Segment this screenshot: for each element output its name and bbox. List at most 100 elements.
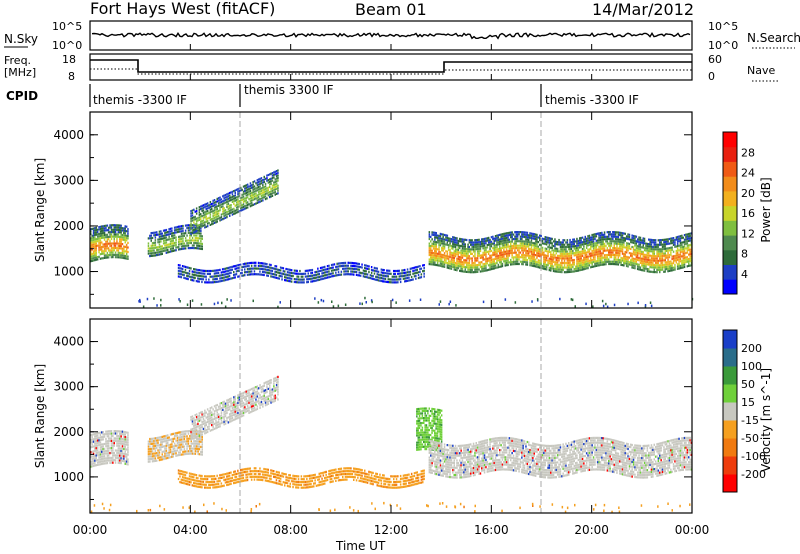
echo-cell — [91, 243, 93, 246]
echo-cell — [119, 256, 121, 259]
echo-cell — [105, 433, 107, 436]
echo-cell — [464, 266, 466, 269]
echo-cell — [650, 257, 653, 260]
echo-cell — [608, 251, 610, 254]
echo-cell — [667, 263, 669, 266]
echo-cell — [482, 263, 484, 266]
echo-cell — [594, 244, 596, 247]
echo-cell — [610, 235, 613, 238]
echo-cell — [536, 247, 538, 250]
echo-cell — [504, 234, 506, 237]
echo-cell — [550, 255, 552, 258]
echo-cell — [452, 240, 454, 243]
echo-cell — [529, 236, 531, 239]
echo-cell — [165, 447, 168, 450]
echo-cell — [570, 257, 573, 260]
echo-cell — [99, 451, 102, 454]
echo-cell — [241, 271, 243, 274]
echo-cell — [120, 452, 122, 455]
echo-cell — [149, 437, 151, 441]
echo-cell — [585, 246, 588, 249]
echo-cell — [674, 268, 676, 271]
echo-cell — [689, 260, 691, 263]
echo-cell — [92, 462, 95, 465]
echo-cell — [124, 254, 126, 258]
echo-cell — [472, 255, 475, 258]
echo-cell — [465, 264, 468, 267]
echo-cell — [617, 247, 620, 250]
echo-cell — [275, 172, 278, 175]
echo-cell — [249, 189, 252, 193]
echo-cell — [550, 246, 552, 249]
echo-cell — [101, 252, 103, 255]
echo-cell — [556, 259, 559, 262]
echo-cell — [467, 243, 469, 246]
echo-cell — [674, 243, 676, 246]
echo-cell — [98, 255, 100, 258]
echo-cell — [125, 237, 128, 240]
echo-cell — [441, 262, 443, 265]
echo-cell — [102, 438, 104, 441]
echo-cell — [273, 173, 275, 177]
echo-cell — [580, 266, 582, 269]
echo-cell — [262, 179, 264, 182]
echo-cell — [660, 264, 662, 267]
echo-cell — [222, 200, 224, 203]
echo-cell — [230, 198, 232, 202]
echo-cell — [114, 242, 117, 245]
echo-cell — [590, 248, 592, 251]
echo-cell — [447, 248, 450, 251]
echo-cell — [96, 437, 99, 440]
echo-cell — [475, 245, 477, 248]
echo-cell — [590, 241, 592, 244]
echo-cell — [470, 252, 472, 255]
echo-cell — [434, 247, 436, 250]
echo-cell — [200, 235, 202, 238]
echo-cell — [253, 185, 256, 188]
echo-cell — [329, 267, 331, 270]
echo-cell — [659, 252, 661, 255]
echo-cell — [476, 266, 479, 269]
echo-cell — [117, 439, 120, 443]
echo-cell — [213, 221, 216, 224]
echo-cell — [340, 262, 343, 265]
echo-cell — [476, 248, 479, 251]
echo-cell — [588, 252, 591, 256]
echo-cell — [529, 241, 531, 244]
echo-cell — [508, 234, 511, 237]
echo-cell — [164, 236, 166, 239]
echo-cell — [556, 263, 559, 266]
echo-cell — [263, 191, 265, 194]
echo-cell — [216, 272, 218, 275]
echo-cell — [621, 245, 624, 248]
echo-cell — [355, 273, 358, 276]
echo-cell — [120, 238, 122, 241]
echo-cell — [227, 192, 230, 195]
echo-cell — [94, 240, 96, 243]
echo-cell — [523, 231, 526, 234]
echo-cell — [274, 170, 276, 173]
echo-cell — [526, 261, 529, 264]
echo-cell — [216, 218, 218, 221]
echo-cell — [94, 243, 96, 246]
echo-cell — [511, 254, 513, 257]
echo-cell — [675, 245, 678, 248]
echo-cell — [463, 270, 465, 273]
echo-cell — [371, 300, 373, 304]
echo-cell — [465, 270, 468, 273]
echo-cell — [107, 238, 110, 241]
echo-cell — [246, 188, 249, 191]
echo-cell — [689, 253, 691, 256]
echo-cell — [573, 254, 575, 257]
echo-cell — [98, 453, 100, 456]
echo-cell — [270, 177, 272, 180]
echo-cell — [127, 458, 129, 461]
echo-cell — [172, 455, 174, 458]
echo-cell — [164, 239, 166, 242]
echo-cell — [580, 262, 582, 265]
echo-cell — [621, 236, 624, 239]
echo-cell — [404, 268, 406, 272]
echo-cell — [158, 454, 161, 457]
echo-cell — [246, 201, 249, 204]
echo-cell — [125, 455, 128, 458]
